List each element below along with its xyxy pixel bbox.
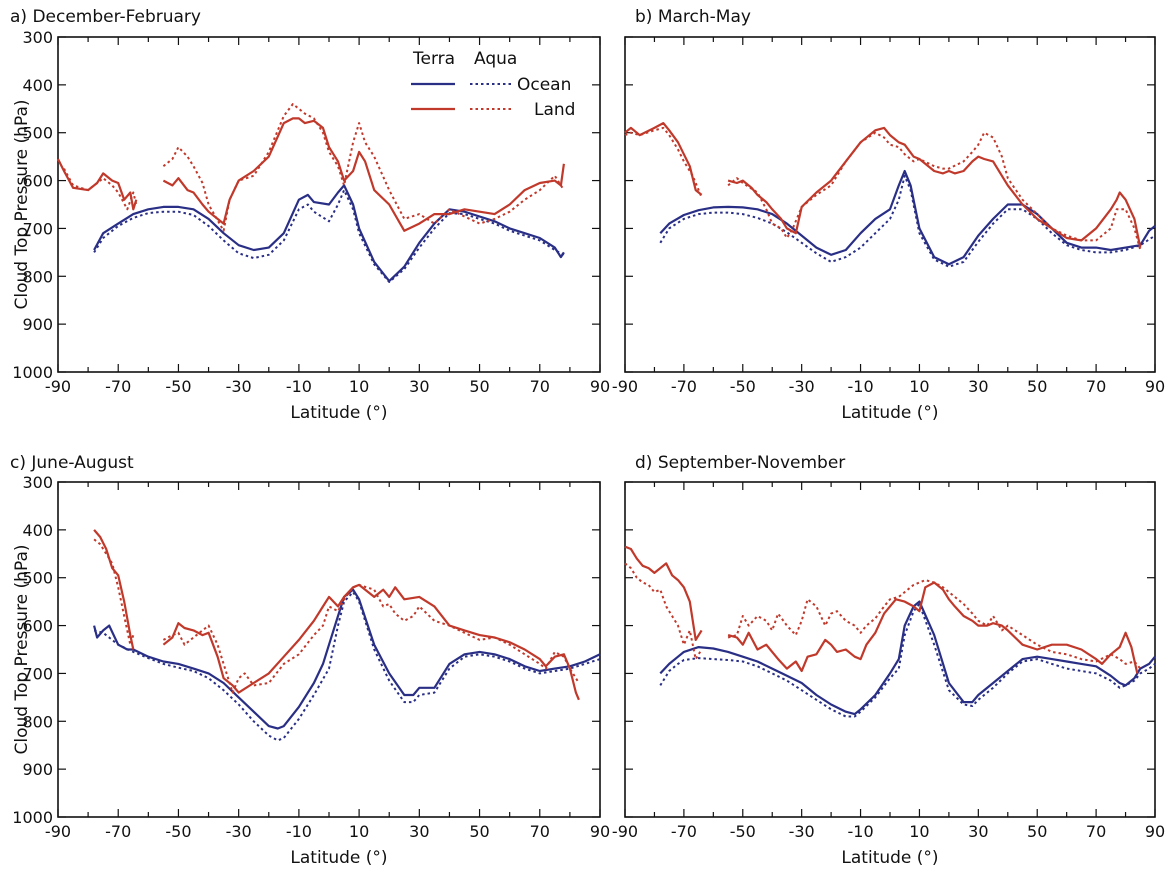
x-tick-label: -50 [165,822,191,841]
x-tick-label: -90 [612,822,638,841]
x-tick-label: -90 [612,377,638,396]
series-line-aqua-ocean [659,174,1156,268]
x-tick-label: 30 [968,377,988,396]
y-tick-label: 800 [22,267,53,286]
series-line-aqua-ocean [659,603,1156,718]
x-axis-label: Latitude (°) [290,403,387,423]
x-tick-label: 50 [1027,377,1047,396]
plot-frame [624,36,1156,373]
x-tick-label: -30 [789,377,815,396]
x-tick-label: 90 [1145,377,1165,396]
x-tick-label: -90 [45,377,71,396]
y-axis-label: Cloud Top Pressure (hPa) [12,545,32,755]
series-line-terra-ocean [93,588,601,730]
x-tick-label: -70 [671,822,697,841]
x-tick-label: -70 [105,377,131,396]
x-tick-label: 90 [590,822,610,841]
y-tick-label: 700 [22,664,53,683]
x-tick-label: -90 [45,822,71,841]
y-tick-label: 1000 [12,363,53,382]
plot-frame [624,481,1156,818]
chart-panel-1: b) March-May -90 -70 -50 -30 -10 10 30 50 70 90 Lat… [612,7,1165,423]
x-tick-label: 30 [409,822,429,841]
y-tick-label: 1000 [12,808,53,827]
x-tick-label: 10 [909,377,929,396]
x-tick-label: -50 [730,377,756,396]
series-line-terra-land [624,122,1142,248]
x-tick-label: -10 [286,377,312,396]
legend-ocean-label: Ocean [517,75,571,95]
x-axis-label: Latitude (°) [841,403,938,423]
x-tick-label: 10 [349,377,369,396]
series-line-terra-land [93,529,580,701]
legend-aqua-header: Aqua [474,49,517,69]
x-tick-label: 70 [1086,377,1106,396]
y-tick-label: 700 [22,219,53,238]
chart-panel-2: c) June-August -90 -70 -50 -30 -10 10 30 50 70 90 3… [10,453,610,868]
series-line-terra-land [624,545,1139,674]
series-line-aqua-ocean [93,591,601,742]
y-tick-label: 900 [22,760,53,779]
y-tick-label: 500 [22,569,53,588]
x-tick-label: 10 [349,822,369,841]
x-tick-label: -10 [847,822,873,841]
series-line-terra-ocean [659,600,1156,716]
x-tick-label: 90 [590,377,610,396]
y-tick-label: 800 [22,712,53,731]
x-axis-label: Latitude (°) [841,848,938,868]
series-line-aqua-land [624,126,1142,251]
panel-title: b) March-May [635,7,751,27]
panel-title: a) December-February [10,7,201,27]
y-tick-label: 600 [22,617,53,636]
y-tick-label: 500 [22,124,53,143]
x-tick-label: -10 [286,822,312,841]
chart-panel-0: a) December-February -90 -70 -50 -30 -10 10 30 5… [10,7,610,423]
y-axis-label: Cloud Top Pressure (hPa) [12,100,32,310]
series-line-terra-ocean [659,169,1156,266]
x-tick-label: -50 [730,822,756,841]
x-tick-label: 50 [1027,822,1047,841]
x-axis-label: Latitude (°) [290,848,387,868]
y-tick-label: 300 [22,28,53,47]
series-line-aqua-land [624,562,1142,670]
x-tick-label: 70 [530,822,550,841]
x-tick-label: 70 [1086,822,1106,841]
x-tick-label: 50 [469,822,489,841]
y-tick-label: 600 [22,172,53,191]
x-tick-label: -70 [105,822,131,841]
panel-title: d) September-November [635,453,845,473]
x-tick-label: -70 [671,377,697,396]
x-tick-label: 30 [409,377,429,396]
series-line-terra-land [57,117,565,232]
x-tick-label: -50 [165,377,191,396]
legend-land-label: Land [534,100,575,120]
y-tick-label: 300 [22,473,53,492]
panel-title: c) June-August [10,453,134,473]
chart-panel-3: d) September-November -90 -70 -50 -30 -10 10 30… [612,453,1165,868]
series-line-aqua-land [63,103,565,232]
series-line-terra-ocean [93,184,565,283]
x-tick-label: 90 [1145,822,1165,841]
x-tick-label: 70 [530,377,550,396]
y-tick-label: 400 [22,76,53,95]
x-tick-label: -10 [847,377,873,396]
y-tick-label: 400 [22,521,53,540]
x-tick-label: 50 [469,377,489,396]
legend-terra-header: Terra [412,49,455,69]
series-line-aqua-ocean [93,189,565,283]
x-tick-label: -30 [789,822,815,841]
y-tick-label: 900 [22,315,53,334]
x-tick-label: 30 [968,822,988,841]
x-tick-label: 10 [909,822,929,841]
x-tick-label: -30 [226,377,252,396]
series-line-aqua-land [93,538,580,694]
x-tick-label: -30 [226,822,252,841]
